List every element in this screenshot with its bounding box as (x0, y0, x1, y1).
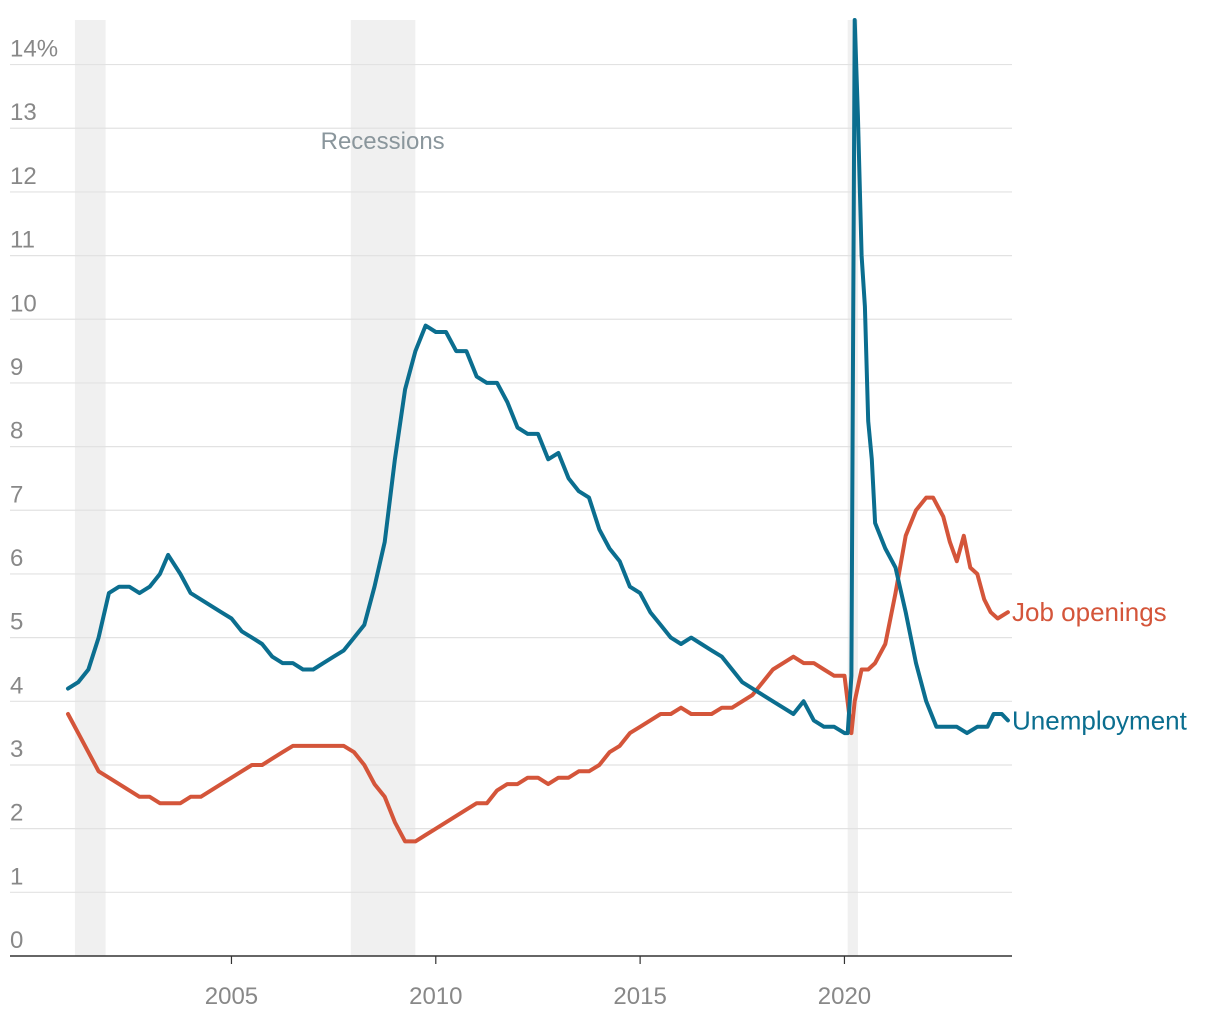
y-tick-label-2: 2 (10, 800, 23, 827)
recession-band-2 (350, 20, 416, 956)
series-label-unemployment: Unemployment (1012, 705, 1188, 735)
y-tick-label-6: 6 (10, 545, 23, 572)
series-lines (66, 18, 1010, 844)
y-tick-label-4: 4 (10, 672, 23, 699)
y-tick-label-5: 5 (10, 609, 23, 636)
y-tick-label-7: 7 (10, 481, 23, 508)
y-tick-label-13: 13 (10, 99, 37, 126)
y-tick-label-12: 12 (10, 163, 37, 190)
x-tick-label-2005: 2005 (205, 983, 258, 1010)
y-tick-label-0: 0 (10, 927, 23, 954)
x-tick-label-2010: 2010 (409, 983, 462, 1010)
y-tick-label-11: 11 (10, 227, 35, 254)
annotations: Job openings Unemployment Recessions (321, 128, 1188, 735)
recession-bands (74, 20, 858, 956)
x-axis: 2005 2010 2015 2020 (10, 955, 1012, 1010)
y-tick-label-14: 14% (10, 36, 58, 63)
gridlines (10, 63, 1012, 893)
recessions-label: Recessions (321, 128, 445, 155)
y-tick-label-9: 9 (10, 354, 23, 381)
series-line-unemployment (66, 18, 1010, 736)
x-tick-label-2020: 2020 (818, 983, 871, 1010)
y-tick-label-3: 3 (10, 736, 23, 763)
series-line-job-openings (66, 495, 1010, 844)
recession-band-1 (74, 20, 106, 956)
y-tick-label-1: 1 (10, 863, 23, 890)
y-tick-label-10: 10 (10, 290, 37, 317)
x-tick-label-2015: 2015 (613, 983, 666, 1010)
series-label-job-openings: Job openings (1012, 597, 1167, 627)
y-tick-label-8: 8 (10, 418, 23, 445)
